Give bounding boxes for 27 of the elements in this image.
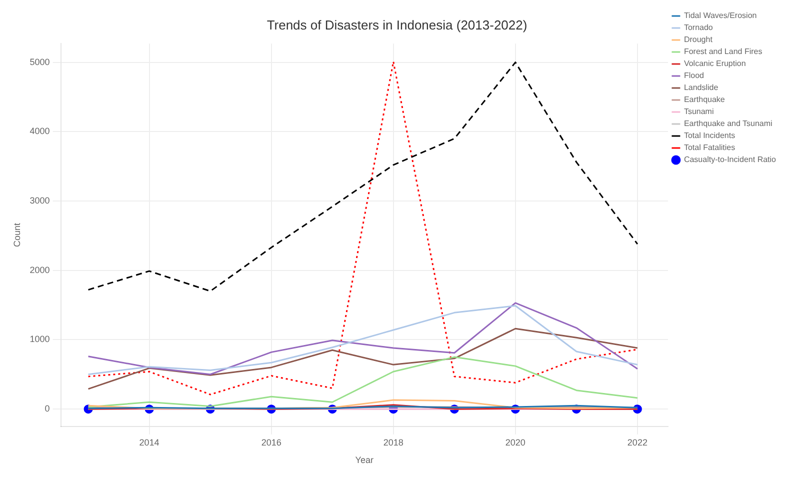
- x-tick-label: 2014: [139, 437, 160, 448]
- x-axis-title: Year: [355, 455, 374, 466]
- x-tick-label: 2022: [627, 437, 648, 448]
- chart-title: Trends of Disasters in Indonesia (2013-2022): [266, 17, 528, 32]
- y-tick-label: 3000: [30, 196, 50, 206]
- legend-label: Drought: [684, 35, 714, 44]
- legend-label: Forest and Land Fires: [684, 47, 762, 56]
- legend-label: Total Incidents: [684, 131, 736, 140]
- legend-label: Landslide: [684, 83, 719, 92]
- legend-label: Casualty-to-Incident Ratio: [684, 155, 777, 164]
- x-tick-label: 2018: [383, 437, 404, 448]
- y-axis-title: Count: [12, 222, 22, 248]
- legend-label: Earthquake: [684, 95, 726, 104]
- y-tick-label: 5000: [30, 56, 50, 67]
- legend-label: Tornado: [684, 23, 714, 32]
- y-tick-label: 1000: [30, 334, 50, 344]
- legend-label: Tidal Waves/Erosion: [684, 11, 757, 20]
- legend-label: Earthquake and Tsunami: [684, 119, 773, 128]
- y-tick-label: 2000: [30, 264, 50, 275]
- y-tick-label: 4000: [30, 126, 50, 136]
- x-tick-label: 2016: [261, 437, 282, 448]
- legend-label: Tsunami: [684, 107, 714, 116]
- legend-label: Flood: [684, 71, 704, 80]
- legend-label: Total Fatalities: [684, 143, 736, 152]
- x-tick-label: 2020: [505, 437, 526, 448]
- y-tick-label: 0: [44, 404, 50, 414]
- legend-label: Volcanic Eruption: [684, 59, 746, 68]
